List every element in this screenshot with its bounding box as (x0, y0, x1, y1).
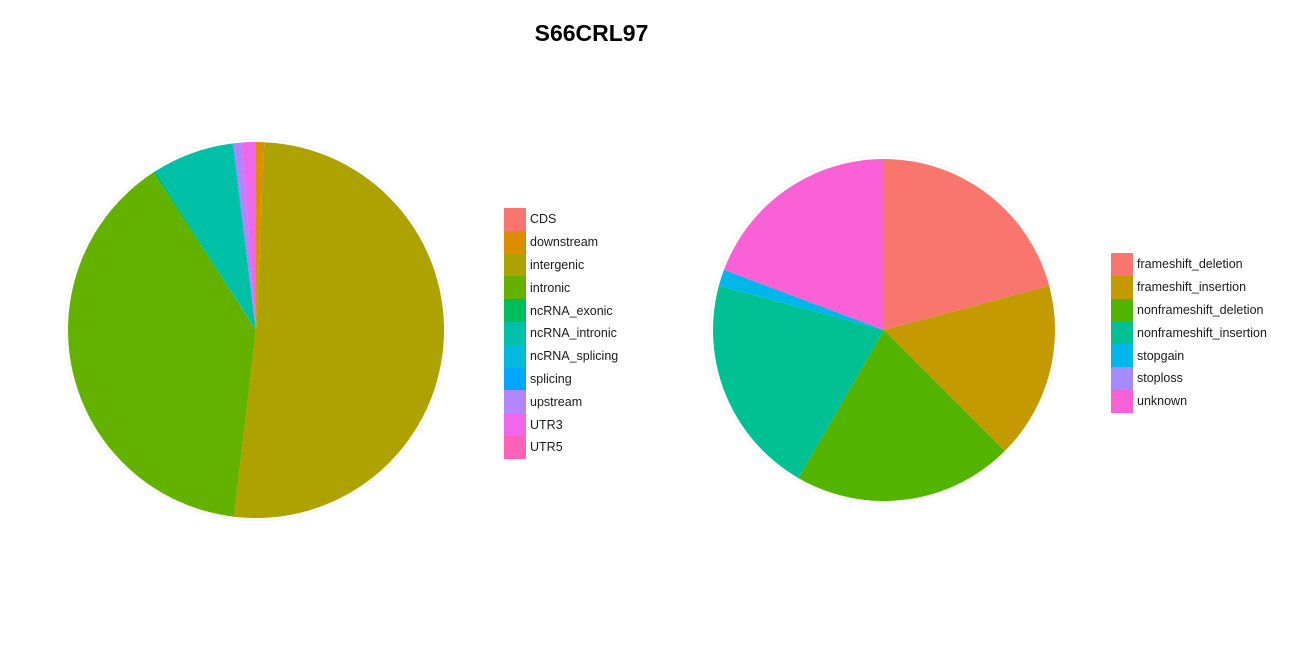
slice-nonframeshift-deletion (798, 330, 1005, 502)
legend-label: upstream (530, 394, 583, 409)
legend-item-utr3: UTR3 (504, 413, 618, 436)
legend-item-ncrna-exonic: ncRNA_exonic (504, 299, 618, 322)
legend-swatch (1111, 253, 1133, 276)
legend-swatch (504, 208, 526, 231)
legend-item-intergenic: intergenic (504, 253, 618, 277)
legend-swatch (1111, 344, 1133, 367)
slice-ncrna-splicing (232, 143, 256, 330)
legend-swatch (504, 413, 526, 436)
legend-swatch (504, 367, 526, 391)
legend-swatch (504, 299, 526, 322)
legend-swatch (1111, 321, 1133, 345)
legend-item-frameshift-deletion: frameshift_deletion (1111, 253, 1267, 276)
legend-label: nonframeshift_deletion (1137, 302, 1264, 317)
slice-intronic (67, 172, 256, 517)
pie-outline (709, 155, 1059, 505)
legend-swatch (1111, 366, 1133, 390)
slice-stopgain (718, 269, 884, 330)
legend-label: stopgain (1137, 348, 1185, 363)
legend-label: frameshift_insertion (1137, 280, 1247, 295)
legend-item-frameshift-insertion: frameshift_insertion (1111, 275, 1267, 299)
slice-frameshift-insertion (884, 285, 1055, 451)
legend-label: intronic (530, 280, 571, 295)
slice-utr3 (241, 142, 256, 330)
legend-label: unknown (1137, 394, 1188, 409)
legend-label: UTR5 (530, 440, 563, 455)
legend-swatch (1111, 275, 1133, 299)
legend-swatch (504, 276, 526, 300)
legend-label: ncRNA_splicing (530, 349, 619, 364)
legend-item-stopgain: stopgain (1111, 344, 1267, 367)
legend-item-stoploss: stoploss (1111, 366, 1267, 390)
legend-swatch (504, 390, 526, 414)
legend-item-utr5: UTR5 (504, 435, 618, 459)
legend-item-nonframeshift-insertion: nonframeshift_insertion (1111, 321, 1267, 345)
legend-item-nonframeshift-deletion: nonframeshift_deletion (1111, 298, 1267, 322)
legend-label: intergenic (530, 257, 585, 272)
legend-item-unknown: unknown (1111, 389, 1267, 413)
legend-swatch (504, 230, 526, 254)
legend-item-cds: CDS (504, 208, 618, 231)
legend-label: CDS (530, 212, 557, 227)
legend-swatch (1111, 298, 1133, 322)
legend-swatch (504, 253, 526, 277)
legend-item-downstream: downstream (504, 230, 618, 254)
slice-ncrna-intronic (155, 143, 256, 330)
slice-frameshift-deletion (884, 159, 1050, 330)
slice-upstream (233, 142, 256, 330)
legend-region-annotation: CDS downstream intergenic intronic ncRNA_exo… (504, 208, 618, 459)
legend-item-ncrna-splicing: ncRNA_splicing (504, 344, 619, 368)
legend-label: ncRNA_exonic (530, 303, 613, 318)
legend-label: nonframeshift_insertion (1137, 325, 1267, 340)
legend-label: ncRNA_intronic (530, 326, 617, 341)
legend-label: frameshift_deletion (1137, 257, 1243, 272)
chart-title: S66CRL97 (534, 20, 649, 46)
legend-item-upstream: upstream (504, 390, 618, 414)
slice-nonframeshift-insertion (713, 285, 884, 479)
legend-swatch (1111, 389, 1133, 413)
legend-item-ncrna-intronic: ncRNA_intronic (504, 321, 618, 345)
legend-swatch (504, 321, 526, 345)
slice-ncrna-exonic (153, 171, 256, 330)
pie-outline (64, 138, 448, 522)
pie-exonic-function (709, 155, 1059, 505)
slice-downstream (256, 142, 265, 330)
legend-label: downstream (530, 235, 599, 250)
legend-swatch (504, 344, 526, 368)
legend-item-intronic: intronic (504, 276, 618, 300)
legend-label: UTR3 (530, 417, 563, 432)
legend-swatch (504, 435, 526, 459)
legend-label: stoploss (1137, 371, 1183, 386)
pie-region-annotation (64, 138, 448, 522)
legend-label: splicing (530, 371, 572, 386)
legend-item-splicing: splicing (504, 367, 618, 391)
slice-unknown (723, 159, 884, 330)
slice-intergenic (234, 142, 445, 519)
